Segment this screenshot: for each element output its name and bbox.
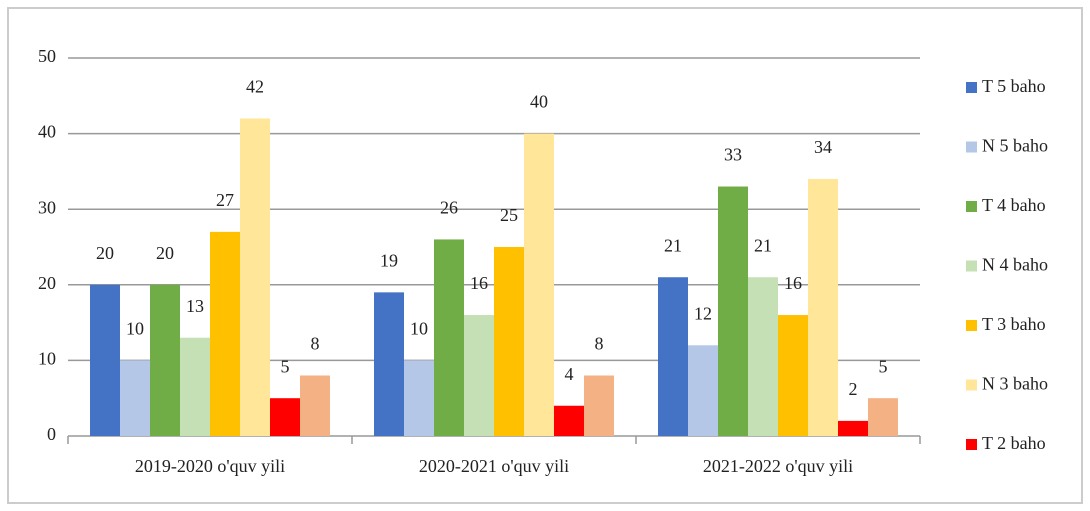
value-label: 10	[410, 319, 428, 339]
value-label: 8	[311, 334, 320, 354]
bar	[778, 315, 808, 436]
x-tick-label: 2019-2020 o'quv yili	[135, 456, 285, 476]
bar	[748, 277, 778, 436]
value-label: 13	[186, 296, 204, 316]
bar	[554, 405, 584, 436]
value-label: 25	[500, 205, 518, 225]
value-label: 2	[849, 379, 858, 399]
bar	[584, 375, 614, 436]
value-label: 20	[156, 243, 174, 263]
legend-swatch	[966, 439, 977, 450]
legend-label: N 5 baho	[982, 136, 1048, 156]
bar	[494, 247, 524, 436]
value-label: 8	[595, 334, 604, 354]
bar	[688, 345, 718, 436]
x-tick-label: 2020-2021 o'quv yili	[419, 456, 569, 476]
legend-label: N 3 baho	[982, 374, 1048, 394]
value-label: 5	[281, 356, 290, 376]
y-tick-label: 10	[38, 349, 56, 369]
value-label: 16	[784, 273, 802, 293]
value-label: 19	[380, 250, 398, 270]
value-label: 20	[96, 243, 114, 263]
value-label: 4	[565, 364, 574, 384]
value-label: 21	[664, 235, 682, 255]
legend-label: T 4 baho	[982, 195, 1046, 215]
bar	[90, 284, 120, 436]
legend-label: N 4 baho	[982, 255, 1048, 275]
y-tick-label: 20	[38, 273, 56, 293]
y-tick-label: 0	[47, 424, 56, 444]
value-label: 40	[530, 92, 548, 112]
bar	[374, 292, 404, 436]
legend-swatch	[966, 201, 977, 212]
bar	[718, 186, 748, 436]
value-label: 5	[879, 356, 888, 376]
value-label: 12	[694, 303, 712, 323]
bar	[838, 420, 868, 436]
bar	[658, 277, 688, 436]
x-tick-label: 2021-2022 o'quv yili	[703, 456, 853, 476]
value-label: 42	[246, 77, 264, 97]
value-label: 27	[216, 190, 234, 210]
legend-label: T 5 baho	[982, 76, 1046, 96]
bar	[404, 360, 434, 436]
bar	[150, 284, 180, 436]
bar	[524, 133, 554, 436]
bar	[270, 398, 300, 436]
value-label: 34	[814, 137, 832, 157]
bar	[180, 337, 210, 436]
legend-swatch	[966, 379, 977, 391]
value-label: 21	[754, 235, 772, 255]
y-tick-label: 50	[38, 46, 56, 66]
legend-swatch	[966, 82, 977, 93]
bar	[868, 398, 898, 436]
legend-label: T 2 baho	[982, 433, 1046, 453]
value-label: 10	[126, 319, 144, 339]
legend-swatch	[966, 260, 977, 272]
bar	[240, 118, 270, 436]
y-tick-label: 40	[38, 122, 56, 142]
legend-label: T 3 baho	[982, 314, 1046, 334]
value-label: 16	[470, 273, 488, 293]
legend-swatch	[966, 141, 977, 153]
bar	[120, 360, 150, 436]
value-label: 33	[724, 145, 742, 165]
legend-swatch	[966, 320, 977, 331]
bar	[808, 178, 838, 436]
bar	[300, 375, 330, 436]
value-label: 26	[440, 198, 458, 218]
bar	[434, 239, 464, 436]
y-tick-label: 30	[38, 197, 56, 217]
bar	[464, 315, 494, 436]
bar	[210, 231, 240, 436]
